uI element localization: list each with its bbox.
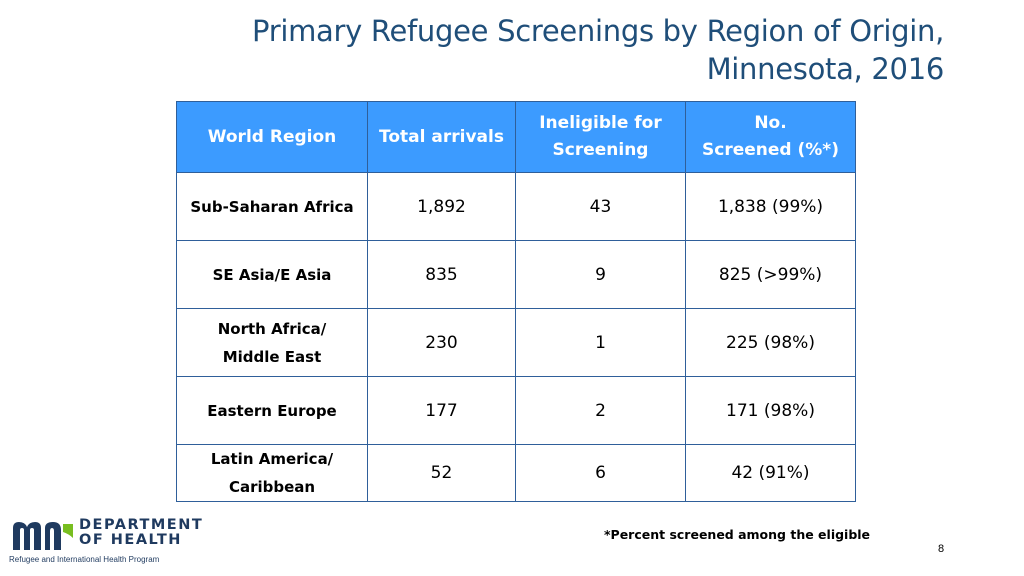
header-screened-line-2: Screened (%*) bbox=[702, 140, 839, 160]
region-cell: North Africa/ Middle East bbox=[176, 308, 368, 377]
screened-cell: 225 (98%) bbox=[685, 308, 856, 377]
ineligible-cell: 6 bbox=[515, 444, 686, 502]
table-row: Eastern Europe 177 2 171 (98%) bbox=[176, 376, 856, 445]
region-cell: SE Asia/E Asia bbox=[176, 240, 368, 309]
title-line-2: Minnesota, 2016 bbox=[706, 52, 945, 86]
footnote: *Percent screened among the eligible bbox=[604, 527, 871, 542]
table-row: Latin America/ Caribbean 52 6 42 (91%) bbox=[176, 444, 856, 502]
header-total-arrivals-text: Total arrivals bbox=[379, 126, 504, 147]
table-header-row: World Region Total arrivals Ineligible f… bbox=[176, 101, 856, 173]
title-line-1: Primary Refugee Screenings by Region of … bbox=[252, 14, 944, 48]
region-line-1: Sub-Saharan Africa bbox=[190, 197, 354, 216]
ineligible-cell: 9 bbox=[515, 240, 686, 309]
header-screened-line-1: No. bbox=[754, 113, 787, 133]
region-line-1: Latin America/ bbox=[210, 450, 334, 468]
total-cell: 177 bbox=[367, 376, 516, 445]
header-screened: No. Screened (%*) bbox=[685, 101, 856, 173]
header-ineligible-line-2: Screening bbox=[552, 140, 649, 160]
region-line-2: Middle East bbox=[222, 347, 322, 366]
ineligible-cell: 1 bbox=[515, 308, 686, 377]
header-ineligible: Ineligible for Screening bbox=[515, 101, 686, 173]
total-cell: 52 bbox=[367, 444, 516, 502]
header-ineligible-line-1: Ineligible for bbox=[539, 113, 662, 133]
region-line-1: SE Asia/E Asia bbox=[212, 265, 332, 284]
table-row: SE Asia/E Asia 835 9 825 (>99%) bbox=[176, 240, 856, 309]
ineligible-cell: 2 bbox=[515, 376, 686, 445]
region-line-1: Eastern Europe bbox=[207, 401, 337, 420]
table-row: Sub-Saharan Africa 1,892 43 1,838 (99%) bbox=[176, 172, 856, 241]
total-cell: 1,892 bbox=[367, 172, 516, 241]
header-world-region: World Region bbox=[176, 101, 368, 173]
mn-health-logo-icon bbox=[13, 522, 73, 550]
screened-cell: 171 (98%) bbox=[685, 376, 856, 445]
header-total-arrivals: Total arrivals bbox=[367, 101, 516, 173]
screened-cell: 42 (91%) bbox=[685, 444, 856, 502]
screened-cell: 825 (>99%) bbox=[685, 240, 856, 309]
slide-title: Primary Refugee Screenings by Region of … bbox=[224, 12, 944, 88]
region-cell: Eastern Europe bbox=[176, 376, 368, 445]
page-number: 8 bbox=[938, 543, 945, 555]
ineligible-cell: 43 bbox=[515, 172, 686, 241]
logo-line-2: OF HEALTH bbox=[79, 532, 182, 548]
screenings-table: World Region Total arrivals Ineligible f… bbox=[176, 101, 856, 502]
screened-cell: 1,838 (99%) bbox=[685, 172, 856, 241]
program-name: Refugee and International Health Program bbox=[9, 555, 160, 564]
region-cell: Sub-Saharan Africa bbox=[176, 172, 368, 241]
logo-wordmark: DEPARTMENT OF HEALTH bbox=[79, 518, 203, 548]
total-cell: 835 bbox=[367, 240, 516, 309]
logo-line-1: DEPARTMENT bbox=[79, 517, 204, 533]
region-line-1: North Africa/ bbox=[217, 319, 327, 338]
region-line-2: Caribbean bbox=[228, 478, 316, 496]
header-world-region-text: World Region bbox=[207, 126, 337, 147]
region-cell: Latin America/ Caribbean bbox=[176, 444, 368, 502]
total-cell: 230 bbox=[367, 308, 516, 377]
table-row: North Africa/ Middle East 230 1 225 (98%… bbox=[176, 308, 856, 377]
